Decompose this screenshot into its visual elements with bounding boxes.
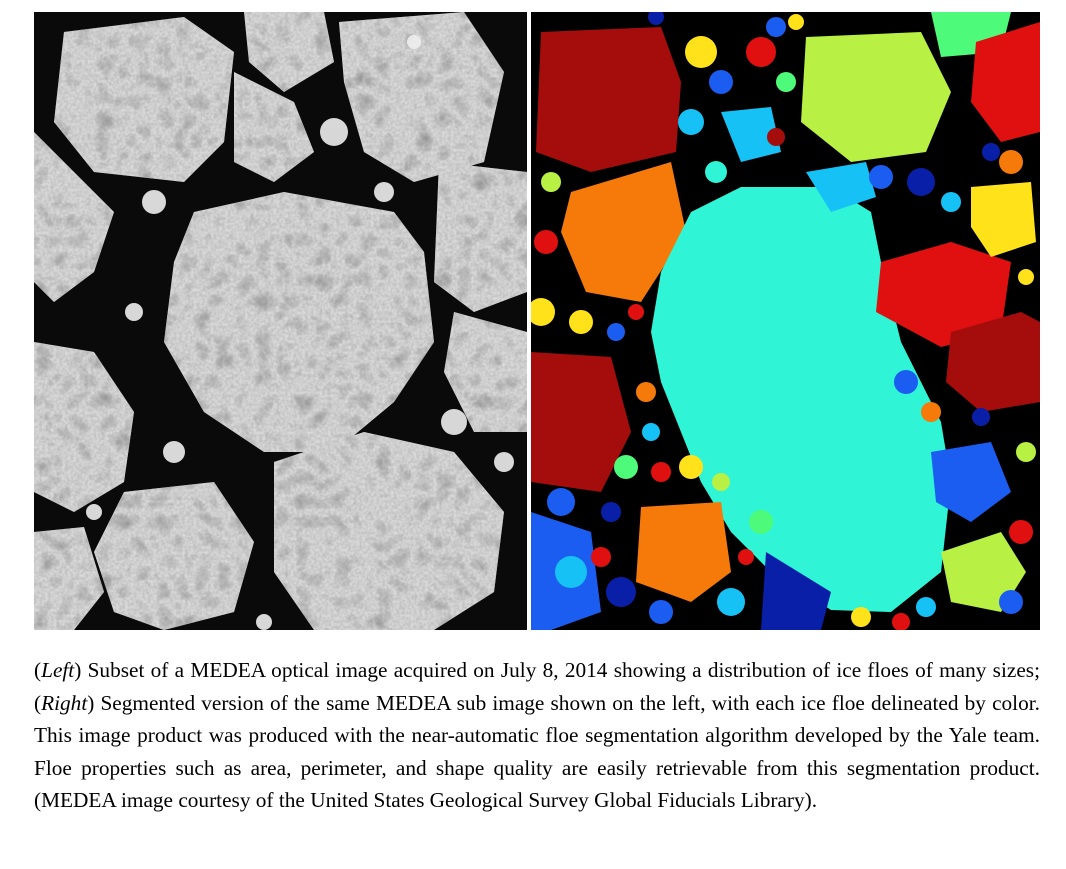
floe-dark-red-w	[531, 352, 631, 492]
small-floes	[531, 12, 1036, 630]
figure-caption: (Left) Subset of a MEDEA optical image a…	[34, 654, 1040, 817]
figure	[34, 12, 1040, 630]
floe-navy-s	[761, 552, 831, 630]
floe-cyan-main	[651, 187, 951, 612]
floe-red-ne	[971, 22, 1040, 142]
caption-right-text: Segmented version of the same MEDEA sub …	[34, 690, 1040, 813]
optical-image-panel	[34, 12, 527, 630]
floe-yellow-e	[971, 182, 1036, 257]
floe-blue-se	[931, 442, 1011, 522]
caption-left-text: Subset of a MEDEA optical image acquired…	[81, 658, 1040, 682]
floe-dark-red-e	[946, 312, 1040, 412]
segmentation-map	[531, 12, 1040, 630]
optical-image	[34, 12, 527, 630]
floe-orange-w	[561, 162, 686, 302]
segmentation-panel	[531, 12, 1040, 630]
floe-orange-s	[636, 502, 731, 602]
floe-red-e	[876, 242, 1011, 347]
caption-left-tag: Left	[41, 658, 75, 682]
caption-right-tag: Right	[41, 690, 88, 715]
floe-sky-c	[806, 162, 876, 212]
floe-sky-nc	[721, 107, 781, 162]
caption-paragraph: (Left) Subset of a MEDEA optical image a…	[34, 658, 1040, 813]
floe-dark-red-nw	[536, 27, 681, 172]
floe-lime-n	[801, 32, 951, 162]
